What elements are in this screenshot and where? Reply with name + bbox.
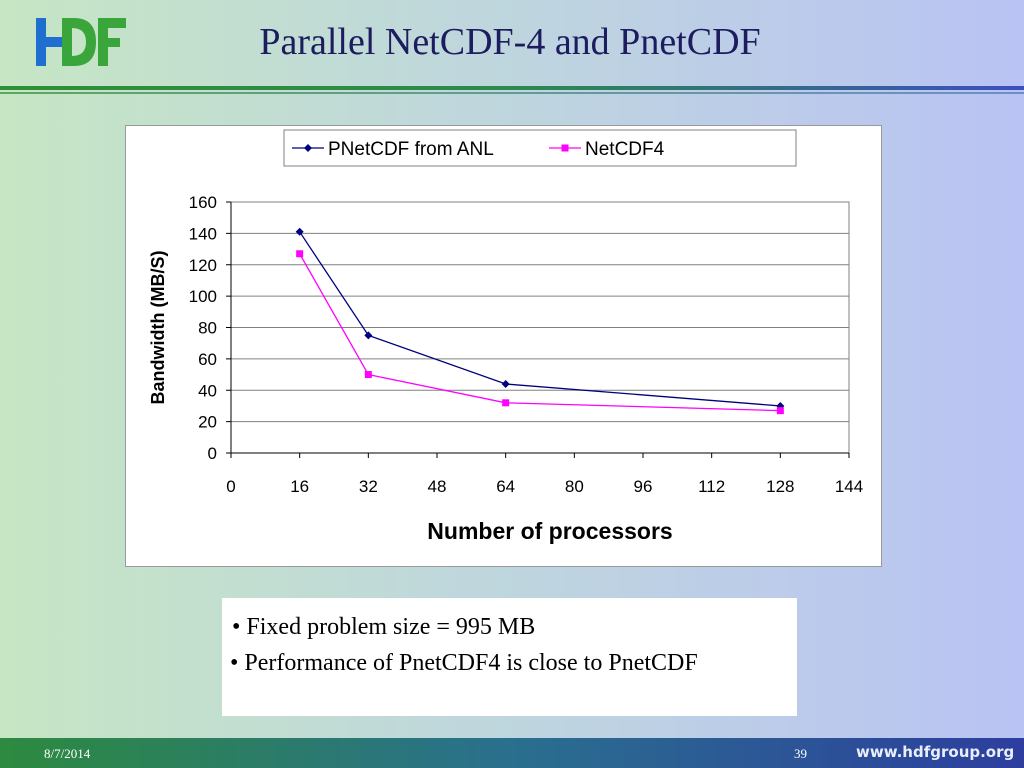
footer-date: 8/7/2014 xyxy=(44,746,91,761)
bullet-marker: • xyxy=(232,614,247,640)
legend-marker xyxy=(561,144,569,152)
line-chart: 0 20 40 60 80 100 120 140 160 0 16 32 48 64 80 96 112 128… xyxy=(148,129,863,544)
y-tick-label: 140 xyxy=(189,224,217,243)
y-tick-label: 60 xyxy=(198,350,217,369)
data-point xyxy=(296,250,304,258)
title-divider-thin xyxy=(0,92,1024,94)
x-tick-label: 32 xyxy=(359,477,378,496)
data-point xyxy=(501,379,510,388)
footer-url: www.hdfgroup.org xyxy=(856,743,1015,761)
bullet-marker: • xyxy=(230,650,245,676)
page-number: 39 xyxy=(794,746,807,761)
x-tick-label: 64 xyxy=(496,477,515,496)
x-tick-label: 0 xyxy=(226,477,235,496)
legend-label: PNetCDF from ANL xyxy=(328,139,494,160)
x-axis-title: Number of processors xyxy=(427,518,672,544)
x-tick-label: 128 xyxy=(766,477,794,496)
slide-title: Parallel NetCDF-4 and PnetCDF xyxy=(259,21,761,63)
x-tick-label: 48 xyxy=(428,477,447,496)
legend-label: NetCDF4 xyxy=(585,139,665,160)
data-point xyxy=(295,227,304,236)
legend-marker xyxy=(304,144,312,152)
y-tick-label: 0 xyxy=(208,444,217,463)
bullet-text: Fixed problem size = 995 MB xyxy=(246,614,536,640)
y-axis-title: Bandwidth (MB/S) xyxy=(148,251,168,405)
data-point xyxy=(364,371,372,379)
series-line xyxy=(299,253,781,412)
y-tick-label: 80 xyxy=(198,319,217,338)
x-tick-label: 96 xyxy=(634,477,653,496)
bullet-text: Performance of PnetCDF4 is close to Pnet… xyxy=(244,650,698,676)
y-tick-label: 40 xyxy=(198,381,217,400)
y-tick-label: 120 xyxy=(189,256,217,275)
y-tick-label: 20 xyxy=(198,413,217,432)
y-tick-label: 160 xyxy=(189,193,217,212)
x-tick-label: 80 xyxy=(565,477,584,496)
data-point xyxy=(364,331,373,340)
legend-box xyxy=(283,129,797,167)
hdf-logo-icon xyxy=(36,18,126,66)
title-divider xyxy=(0,86,1024,90)
bullet-item: • Fixed problem size = 995 MB xyxy=(232,614,535,641)
x-tick-label: 16 xyxy=(290,477,309,496)
x-tick-label: 144 xyxy=(835,477,863,496)
y-tick-label: 100 xyxy=(189,287,217,306)
notes-box: • Fixed problem size = 995 MB • Performa… xyxy=(222,598,797,716)
data-point xyxy=(776,407,784,415)
bullet-item: • Performance of PnetCDF4 is close to Pn… xyxy=(230,650,698,677)
chart-area: 0 20 40 60 80 100 120 140 160 0 16 32 48 64 80 96 112 128… xyxy=(125,125,882,567)
data-point xyxy=(502,399,510,407)
series-line xyxy=(299,231,781,407)
x-tick-label: 112 xyxy=(698,477,725,496)
footer-bar: 8/7/2014 39 www.hdfgroup.org xyxy=(0,738,1024,768)
